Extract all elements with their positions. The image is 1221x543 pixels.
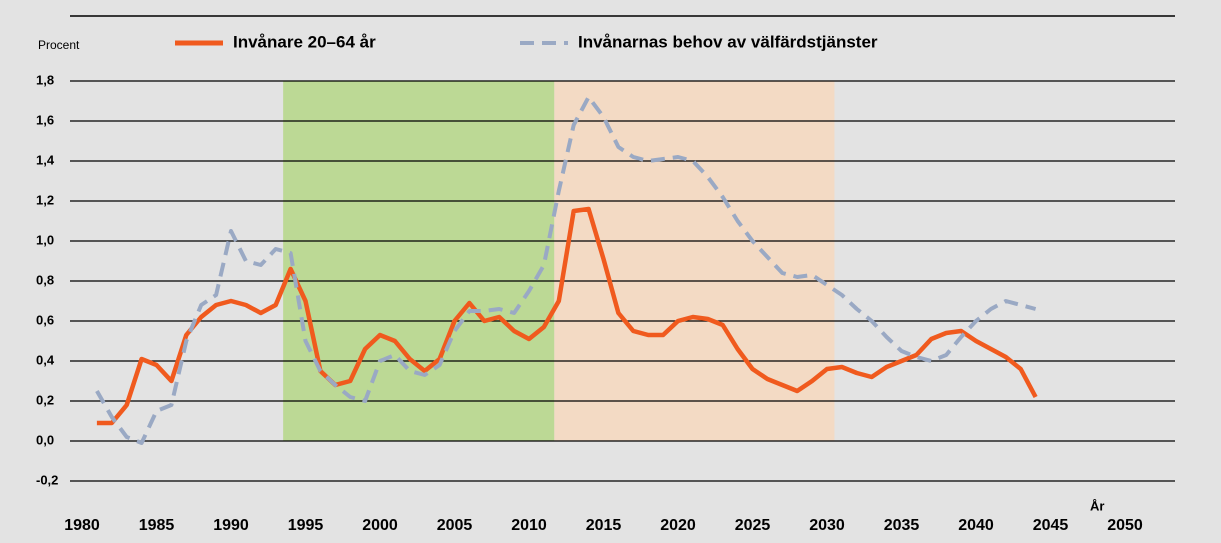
x-axis-label: År (1090, 498, 1104, 513)
y-tick-label: 0,6 (36, 312, 54, 327)
y-tick-label: 1,6 (36, 112, 54, 127)
y-tick-label: 1,0 (36, 232, 54, 247)
x-tick-label: 2020 (660, 517, 696, 534)
shaded-period (554, 81, 835, 441)
x-tick-label: 1985 (139, 517, 175, 534)
x-tick-label: 2010 (511, 517, 547, 534)
legend-label: Invånare 20–64 år (233, 32, 376, 51)
x-tick-label: 1990 (213, 517, 249, 534)
y-tick-label: 1,4 (36, 152, 55, 167)
y-tick-label: 1,8 (36, 72, 54, 87)
y-tick-label: 0,2 (36, 392, 54, 407)
x-tick-label: 2045 (1033, 517, 1069, 534)
y-tick-label: -0,2 (36, 472, 58, 487)
series-line (96, 206, 1038, 426)
x-tick-label: 2030 (809, 517, 845, 534)
x-tick-label: 2000 (362, 517, 398, 534)
x-tick-label: 2050 (1107, 517, 1143, 534)
x-tick-label: 2015 (586, 517, 622, 534)
legend-label: Invånarnas behov av välfärdstjänster (578, 32, 878, 51)
shaded-period (283, 81, 555, 441)
y-tick-label: 0,0 (36, 432, 54, 447)
x-tick-label: 1995 (288, 517, 324, 534)
y-tick-label: 0,4 (36, 352, 55, 367)
x-tick-label: 2005 (437, 517, 473, 534)
x-tick-label: 2040 (958, 517, 994, 534)
x-tick-label: 2025 (735, 517, 771, 534)
y-axis-label: Procent (38, 38, 80, 52)
y-tick-label: 0,8 (36, 272, 54, 287)
x-tick-label: 1980 (64, 517, 100, 534)
x-tick-label: 2035 (884, 517, 920, 534)
y-tick-label: 1,2 (36, 192, 54, 207)
